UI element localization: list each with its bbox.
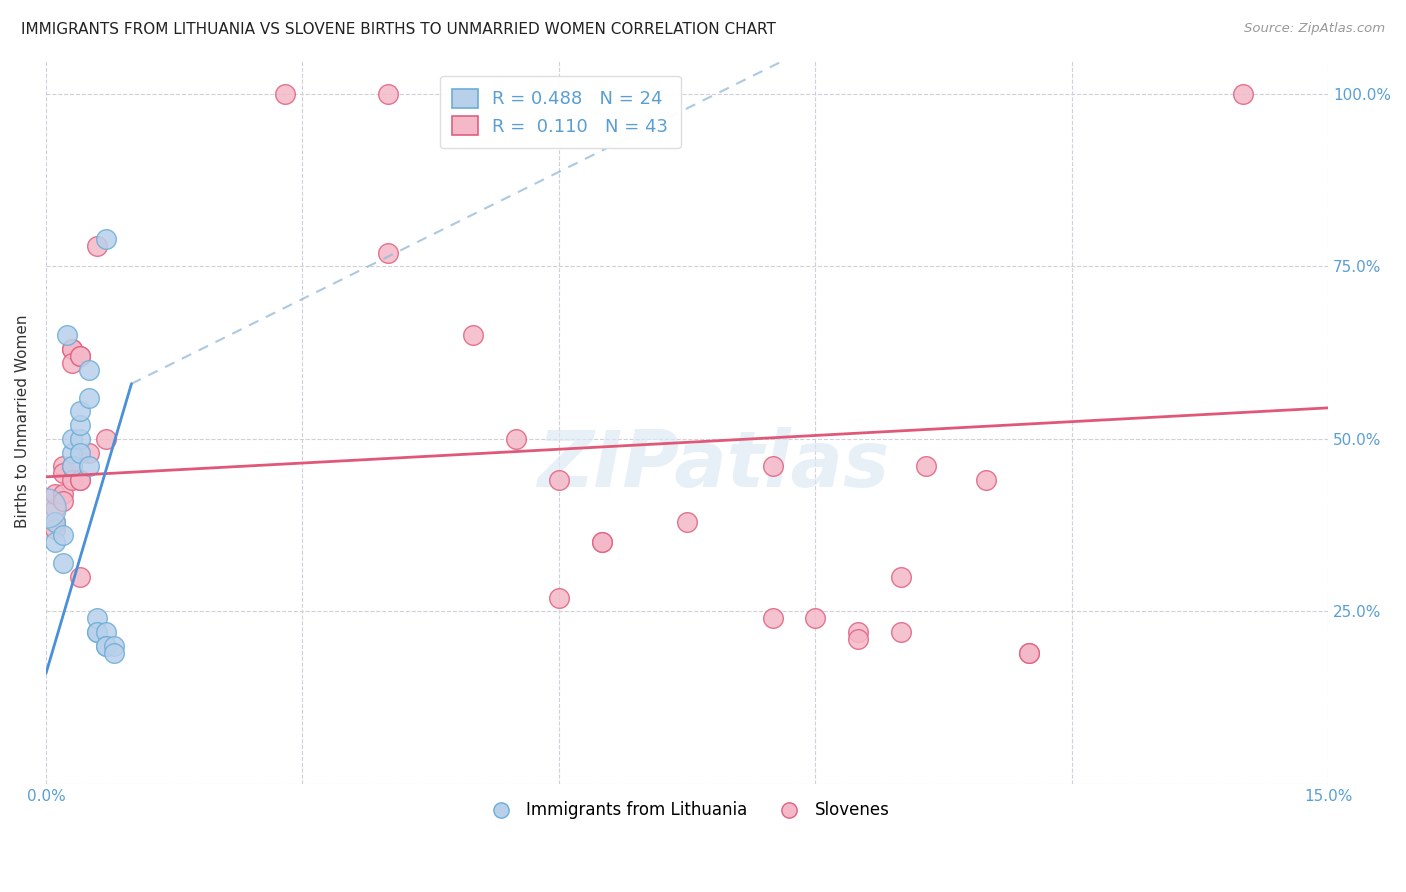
Point: [94, 639, 117, 653]
Point: [44, 535, 66, 549]
Point: [69, 349, 91, 363]
Point: [86, 625, 108, 640]
Point: [44, 500, 66, 515]
Point: [69, 432, 91, 446]
Point: [804, 611, 827, 625]
Point: [94, 432, 117, 446]
Point: [377, 87, 399, 101]
Text: IMMIGRANTS FROM LITHUANIA VS SLOVENE BIRTHS TO UNMARRIED WOMEN CORRELATION CHART: IMMIGRANTS FROM LITHUANIA VS SLOVENE BIR…: [21, 22, 776, 37]
Point: [77, 363, 100, 377]
Point: [974, 473, 997, 487]
Point: [463, 328, 485, 343]
Point: [77, 391, 100, 405]
Point: [846, 625, 869, 640]
Point: [761, 611, 783, 625]
Point: [94, 232, 117, 246]
Point: [69, 473, 91, 487]
Point: [69, 404, 91, 418]
Point: [60, 432, 83, 446]
Point: [35, 500, 58, 515]
Point: [890, 625, 912, 640]
Point: [69, 570, 91, 584]
Point: [86, 239, 108, 253]
Point: [846, 632, 869, 646]
Point: [60, 446, 83, 460]
Point: [94, 639, 117, 653]
Point: [44, 515, 66, 529]
Text: ZIPatlas: ZIPatlas: [537, 427, 889, 503]
Legend: Immigrants from Lithuania, Slovenes: Immigrants from Lithuania, Slovenes: [478, 795, 896, 826]
Point: [1018, 646, 1040, 660]
Point: [52, 494, 75, 508]
Point: [274, 87, 297, 101]
Point: [44, 515, 66, 529]
Point: [377, 245, 399, 260]
Point: [547, 473, 569, 487]
Point: [77, 459, 100, 474]
Point: [56, 328, 79, 343]
Y-axis label: Births to Unmarried Women: Births to Unmarried Women: [15, 315, 30, 528]
Point: [60, 356, 83, 370]
Point: [69, 418, 91, 433]
Point: [94, 625, 117, 640]
Point: [52, 459, 75, 474]
Point: [591, 535, 613, 549]
Point: [103, 639, 125, 653]
Point: [505, 432, 527, 446]
Point: [915, 459, 938, 474]
Text: Source: ZipAtlas.com: Source: ZipAtlas.com: [1244, 22, 1385, 36]
Point: [890, 570, 912, 584]
Point: [60, 459, 83, 474]
Point: [103, 646, 125, 660]
Point: [52, 467, 75, 481]
Point: [1232, 87, 1254, 101]
Point: [60, 343, 83, 357]
Point: [1018, 646, 1040, 660]
Point: [52, 528, 75, 542]
Point: [547, 591, 569, 605]
Point: [86, 611, 108, 625]
Point: [60, 459, 83, 474]
Point: [44, 522, 66, 536]
Point: [52, 556, 75, 570]
Point: [60, 473, 83, 487]
Point: [77, 446, 100, 460]
Point: [86, 625, 108, 640]
Point: [69, 473, 91, 487]
Point: [52, 487, 75, 501]
Point: [676, 515, 699, 529]
Point: [69, 349, 91, 363]
Point: [69, 446, 91, 460]
Point: [44, 487, 66, 501]
Point: [761, 459, 783, 474]
Point: [60, 343, 83, 357]
Point: [591, 535, 613, 549]
